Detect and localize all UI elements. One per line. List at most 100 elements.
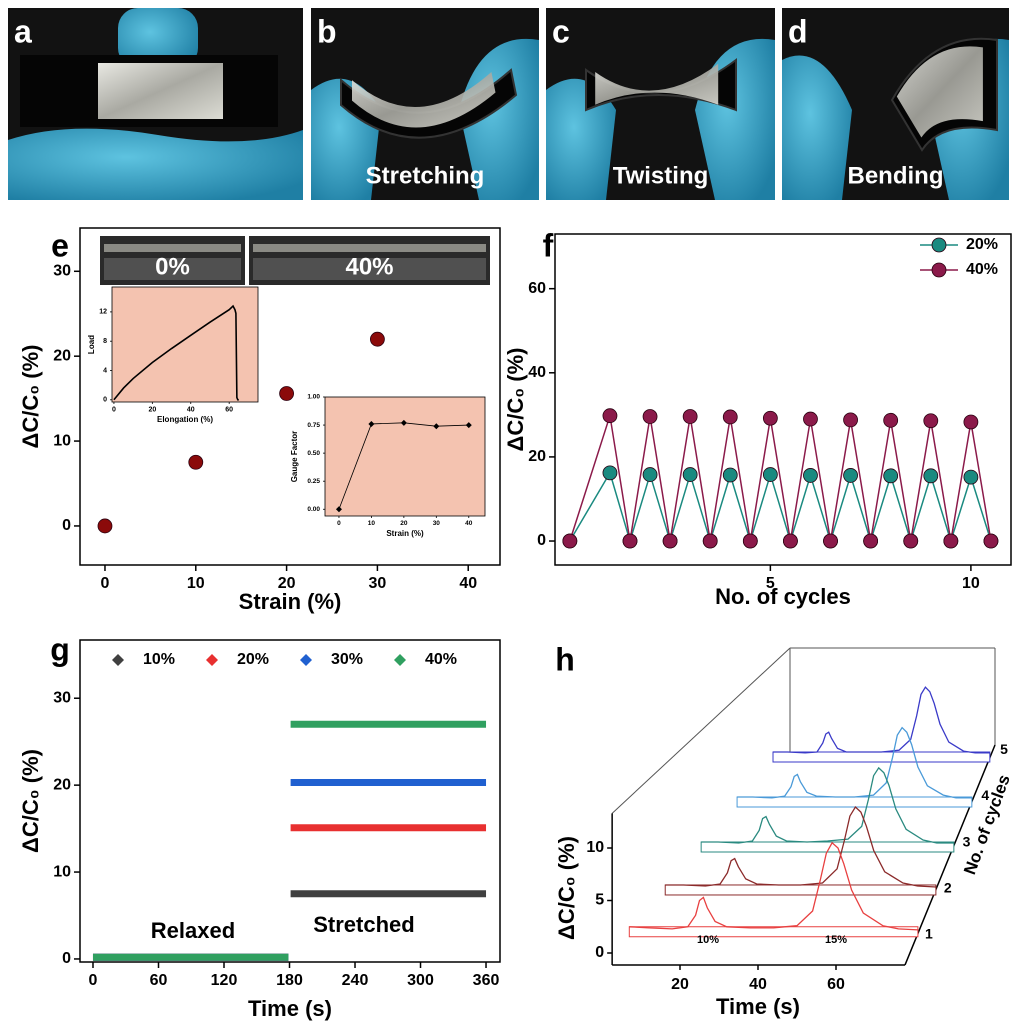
plot-background bbox=[325, 397, 485, 516]
y-tick-label: 5 bbox=[595, 892, 604, 909]
y-tick-label: 30 bbox=[53, 689, 71, 706]
x-axis-label: Time (s) bbox=[248, 996, 332, 1021]
data-line bbox=[773, 687, 990, 753]
x-tick-label: 20 bbox=[400, 520, 408, 527]
y-axis-label: ΔC/C₀ (%) bbox=[503, 348, 528, 452]
y-axis-label: ΔC/C₀ (%) bbox=[18, 749, 43, 853]
x-tick-label: 60 bbox=[225, 406, 233, 413]
y-tick-label: 10 bbox=[586, 839, 604, 856]
marker bbox=[723, 410, 737, 424]
legend-marker bbox=[394, 654, 406, 666]
legend-marker bbox=[932, 238, 946, 252]
marker bbox=[864, 534, 878, 548]
panel-label: h bbox=[555, 641, 575, 677]
marker bbox=[189, 455, 203, 469]
legend-marker bbox=[112, 654, 124, 666]
marker bbox=[803, 412, 817, 426]
y-axis-label: ΔC/C₀ (%) bbox=[554, 836, 579, 940]
y-tick-label: 0 bbox=[595, 944, 604, 961]
photo: b Stretching bbox=[311, 8, 539, 200]
marker bbox=[964, 415, 978, 429]
photo-caption: Stretching bbox=[366, 162, 485, 189]
x-tick-label: 40 bbox=[465, 520, 473, 527]
y-tick-label: 20 bbox=[528, 448, 546, 465]
annotation: Stretched bbox=[313, 912, 414, 937]
x-tick-label: 30 bbox=[369, 575, 387, 592]
y-tick-label: 10 bbox=[53, 863, 71, 880]
marker bbox=[603, 466, 617, 480]
legend-label: 30% bbox=[331, 651, 363, 668]
y-tick-label: 0.75 bbox=[307, 422, 320, 429]
panel-label: a bbox=[14, 13, 32, 49]
y-axis-label: Gauge Factor bbox=[290, 431, 299, 483]
marker bbox=[884, 413, 898, 427]
marker bbox=[603, 409, 617, 423]
y-tick-label: 12 bbox=[99, 309, 107, 316]
x-axis-label: Strain (%) bbox=[239, 589, 342, 614]
marker bbox=[643, 468, 657, 482]
x-tick-label: 0 bbox=[101, 575, 110, 592]
annotation: 10% bbox=[697, 934, 719, 946]
y-tick-label: 0.00 bbox=[307, 506, 320, 513]
marker bbox=[984, 534, 998, 548]
x-tick-label: 10 bbox=[962, 575, 980, 592]
legend-label: 10% bbox=[143, 651, 175, 668]
y-tick-label: 0 bbox=[103, 397, 107, 404]
y-tick-label: 30 bbox=[53, 263, 71, 280]
annotation: Relaxed bbox=[151, 918, 235, 943]
marker bbox=[924, 469, 938, 483]
marker bbox=[723, 468, 737, 482]
y-tick-label: 10 bbox=[53, 432, 71, 449]
x-tick-label: 0 bbox=[337, 520, 341, 527]
x-tick-label: 360 bbox=[473, 972, 500, 989]
marker bbox=[563, 534, 577, 548]
marker bbox=[370, 332, 384, 346]
annotation: 15% bbox=[825, 934, 847, 946]
marker bbox=[98, 519, 112, 533]
legend-label: 40% bbox=[966, 261, 998, 278]
x-tick-label: 60 bbox=[150, 972, 168, 989]
y-tick-label: 4 bbox=[103, 367, 107, 374]
y-tick-label: 0.50 bbox=[307, 450, 320, 457]
marker bbox=[623, 534, 637, 548]
x-tick-label: 40 bbox=[187, 406, 195, 413]
photo: d Bending bbox=[782, 8, 1009, 200]
inset-photo-detail bbox=[104, 244, 241, 252]
marker bbox=[803, 468, 817, 482]
marker bbox=[783, 534, 797, 548]
panel-label: b bbox=[317, 13, 337, 49]
x-tick-label: 40 bbox=[749, 976, 767, 993]
data-line bbox=[737, 728, 972, 798]
y-axis-label: Load bbox=[87, 335, 96, 354]
x-tick-label: 240 bbox=[342, 972, 369, 989]
marker bbox=[944, 534, 958, 548]
marker bbox=[763, 411, 777, 425]
marker bbox=[824, 534, 838, 548]
y-tick-label: 20 bbox=[53, 776, 71, 793]
x-tick-label: 300 bbox=[407, 972, 434, 989]
photo-caption: Twisting bbox=[613, 162, 709, 189]
y-tick-label: 20 bbox=[53, 347, 71, 364]
marker bbox=[904, 534, 918, 548]
x-axis-label: No. of cycles bbox=[715, 584, 851, 609]
y-tick-label: 0 bbox=[537, 532, 546, 549]
inset-photo-label: 0% bbox=[155, 253, 190, 280]
x-axis-label: Strain (%) bbox=[386, 529, 424, 538]
y-tick-label: 1.00 bbox=[307, 394, 320, 401]
legend-marker bbox=[932, 263, 946, 277]
photo-caption: Bending bbox=[848, 162, 944, 189]
x-axis-label: Time (s) bbox=[716, 994, 800, 1019]
y-axis-label: ΔC/C₀ (%) bbox=[18, 345, 43, 449]
figure: abStretchingcTwistingdBending01020304001… bbox=[0, 0, 1013, 1024]
inset-photo-detail bbox=[253, 244, 486, 252]
x-tick-label: 0 bbox=[89, 972, 98, 989]
panel-label: e bbox=[51, 227, 69, 263]
y-tick-label: 0 bbox=[62, 517, 71, 534]
legend-label: 40% bbox=[425, 651, 457, 668]
y-tick-label: 40 bbox=[528, 364, 546, 381]
marker bbox=[683, 468, 697, 482]
x-tick-label: 0 bbox=[112, 406, 116, 413]
panel-label: d bbox=[788, 13, 808, 49]
marker bbox=[763, 468, 777, 482]
